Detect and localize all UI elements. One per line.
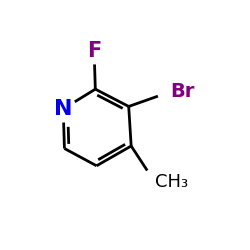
Text: N: N <box>54 99 72 119</box>
Text: Br: Br <box>171 82 195 101</box>
Text: F: F <box>87 41 101 61</box>
Text: CH₃: CH₃ <box>155 173 188 191</box>
